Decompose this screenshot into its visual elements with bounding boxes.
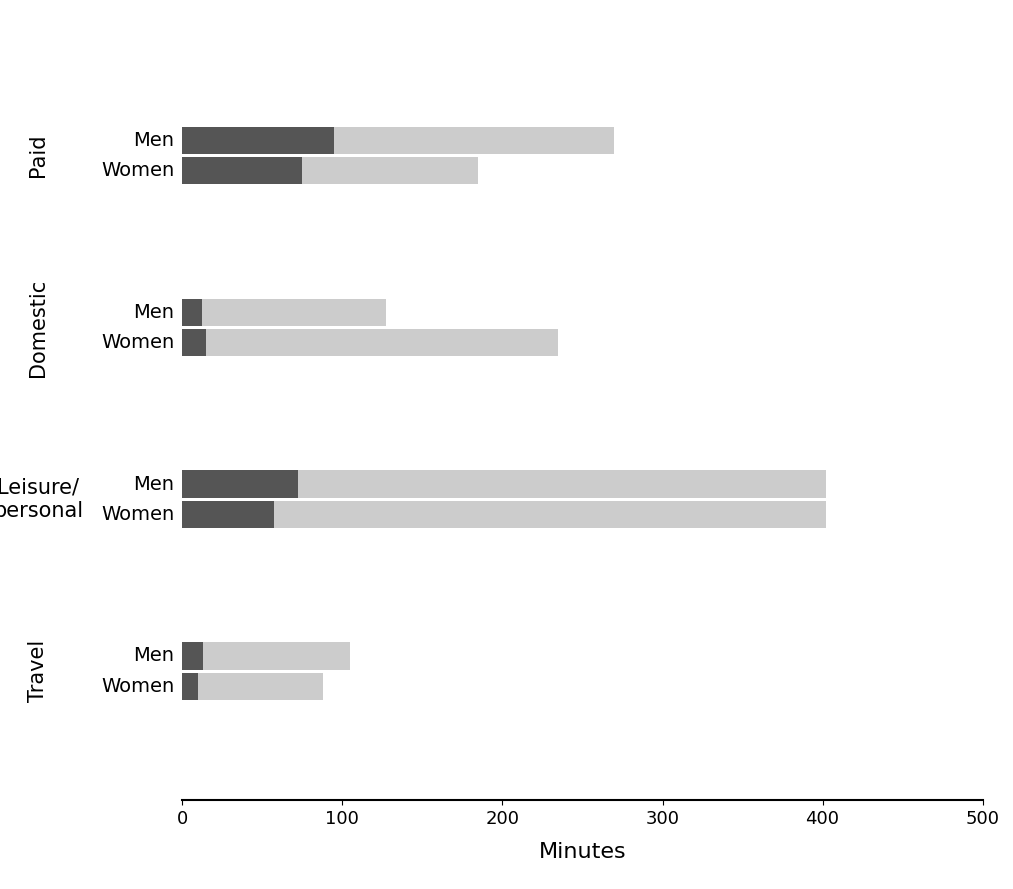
Bar (204, 642, 350, 669)
Bar (182, 642, 204, 669)
Bar (182, 673, 199, 701)
Bar (182, 501, 274, 528)
Bar (182, 157, 303, 185)
Bar (207, 329, 558, 356)
Text: Women: Women (101, 161, 174, 180)
Bar (199, 673, 323, 701)
Bar (182, 329, 207, 356)
Text: Women: Women (101, 333, 174, 352)
Bar (182, 470, 298, 498)
Bar (334, 126, 615, 154)
Text: Leisure/
personal: Leisure/ personal (0, 477, 83, 521)
Bar (303, 157, 478, 185)
Text: Men: Men (134, 303, 174, 322)
Text: Men: Men (134, 646, 174, 666)
Bar (202, 299, 386, 326)
Bar (182, 299, 202, 326)
Text: Women: Women (101, 677, 174, 696)
Bar (298, 470, 826, 498)
Bar (274, 501, 826, 528)
X-axis label: Minutes: Minutes (539, 842, 626, 861)
Text: Domestic: Domestic (28, 278, 49, 377)
Bar (182, 126, 334, 154)
Text: Women: Women (101, 505, 174, 524)
Text: Men: Men (134, 131, 174, 150)
Text: Men: Men (134, 475, 174, 493)
Text: Travel: Travel (28, 640, 49, 702)
Text: Paid: Paid (28, 134, 49, 177)
